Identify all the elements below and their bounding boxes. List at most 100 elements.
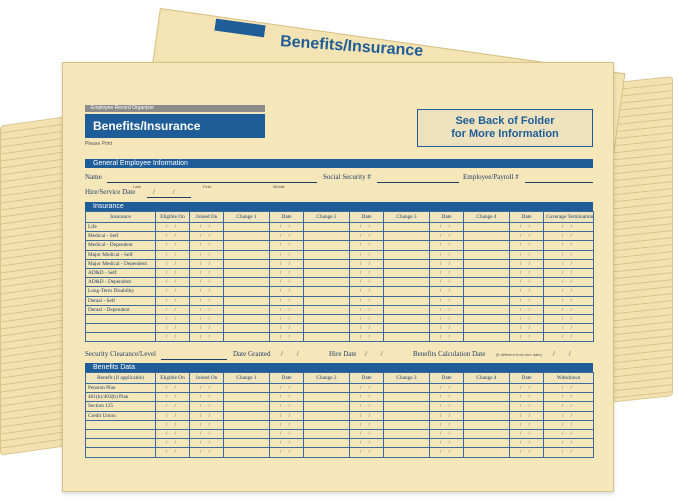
date-cell[interactable]: / / — [509, 438, 544, 449]
date-cell[interactable]: / / — [509, 277, 544, 288]
date-cell[interactable]: / / — [349, 392, 384, 403]
date-cell[interactable]: / / — [429, 313, 464, 325]
date-cell[interactable]: / / — [269, 401, 304, 412]
date-cell[interactable]: / / — [155, 428, 190, 440]
date-cell[interactable]: / / — [349, 258, 384, 269]
entry-cell[interactable] — [463, 392, 510, 403]
date-cell[interactable]: / / — [189, 249, 224, 260]
entry-cell[interactable] — [383, 382, 430, 394]
row-label[interactable]: Credit Union — [85, 410, 156, 421]
date-cell[interactable]: / / — [349, 419, 384, 430]
date-cell[interactable]: / / — [509, 249, 544, 260]
entry-cell[interactable] — [223, 428, 270, 440]
date-cell[interactable]: / / — [155, 267, 190, 279]
date-cell[interactable]: / / — [543, 428, 594, 440]
date-cell[interactable]: / / — [189, 304, 224, 315]
date-cell[interactable]: / / — [349, 428, 384, 440]
entry-cell[interactable] — [383, 277, 430, 288]
row-label[interactable] — [85, 428, 156, 440]
date-cell[interactable]: / / — [269, 419, 304, 430]
row-label[interactable]: Long-Term Disability — [85, 286, 156, 297]
date-cell[interactable]: / / — [155, 332, 190, 343]
date-cell[interactable]: / / — [189, 295, 224, 306]
entry-cell[interactable] — [383, 258, 430, 269]
date-cell[interactable]: / / — [543, 323, 594, 334]
entry-cell[interactable] — [383, 332, 430, 343]
date-cell[interactable]: / / — [543, 258, 594, 269]
date-cell[interactable]: / / — [349, 313, 384, 325]
entry-cell[interactable] — [223, 277, 270, 288]
entry-cell[interactable] — [303, 419, 350, 430]
date-cell[interactable]: / / — [543, 313, 594, 325]
entry-cell[interactable] — [383, 221, 430, 233]
date-cell[interactable]: / / — [429, 231, 464, 242]
entry-cell[interactable] — [223, 438, 270, 449]
date-cell[interactable]: / / — [269, 249, 304, 260]
date-cell[interactable]: / / — [509, 428, 544, 440]
entry-cell[interactable] — [383, 313, 430, 325]
date-cell[interactable]: / / — [429, 382, 464, 394]
date-cell[interactable]: / / — [509, 401, 544, 412]
date-cell[interactable]: / / — [429, 304, 464, 315]
date-cell[interactable]: / / — [155, 382, 190, 394]
entry-cell[interactable] — [383, 419, 430, 430]
date-cell[interactable]: / / — [543, 401, 594, 412]
entry-cell[interactable] — [463, 304, 510, 315]
date-cell[interactable]: / / — [269, 447, 304, 458]
row-label[interactable]: Section 125 — [85, 401, 156, 412]
entry-cell[interactable] — [303, 382, 350, 394]
entry-cell[interactable] — [383, 286, 430, 297]
entry-cell[interactable] — [463, 286, 510, 297]
date-cell[interactable]: / / — [269, 392, 304, 403]
entry-cell[interactable] — [463, 277, 510, 288]
date-cell[interactable]: / / — [189, 447, 224, 458]
date-cell[interactable]: / / — [155, 295, 190, 306]
entry-cell[interactable] — [303, 231, 350, 242]
date-cell[interactable]: / / — [189, 221, 224, 233]
date-cell[interactable]: / / — [429, 332, 464, 343]
date-cell[interactable]: / / — [429, 323, 464, 334]
date-cell[interactable]: / / — [189, 382, 224, 394]
date-cell[interactable]: / / — [269, 382, 304, 394]
entry-cell[interactable] — [383, 249, 430, 260]
entry-cell[interactable] — [463, 221, 510, 233]
entry-cell[interactable] — [303, 392, 350, 403]
entry-cell[interactable] — [303, 295, 350, 306]
entry-cell[interactable] — [463, 323, 510, 334]
date-cell[interactable]: / / — [269, 304, 304, 315]
entry-cell[interactable] — [383, 240, 430, 251]
date-cell[interactable]: / / — [269, 332, 304, 343]
date-cell[interactable]: / / — [429, 428, 464, 440]
date-cell[interactable]: / / — [269, 221, 304, 233]
entry-cell[interactable] — [463, 258, 510, 269]
date-cell[interactable]: / / — [429, 258, 464, 269]
date-cell[interactable]: / / — [155, 231, 190, 242]
date-cell[interactable]: / / — [543, 438, 594, 449]
entry-cell[interactable] — [223, 240, 270, 251]
date-cell[interactable]: / / — [509, 286, 544, 297]
entry-cell[interactable] — [223, 419, 270, 430]
date-cell[interactable]: / / — [543, 410, 594, 421]
entry-cell[interactable] — [223, 304, 270, 315]
row-label[interactable] — [85, 332, 156, 343]
date-cell[interactable]: / / — [509, 410, 544, 421]
entry-cell[interactable] — [383, 428, 430, 440]
entry-cell[interactable] — [463, 231, 510, 242]
date-cell[interactable]: / / — [509, 258, 544, 269]
entry-cell[interactable] — [303, 332, 350, 343]
entry-cell[interactable] — [383, 304, 430, 315]
entry-cell[interactable] — [303, 438, 350, 449]
row-label[interactable] — [85, 313, 156, 325]
entry-cell[interactable] — [383, 267, 430, 279]
date-cell[interactable]: / / — [189, 419, 224, 430]
date-cell[interactable]: / / — [543, 277, 594, 288]
date-cell[interactable]: / / — [429, 240, 464, 251]
entry-cell[interactable] — [223, 447, 270, 458]
date-cell[interactable]: / / — [543, 221, 594, 233]
date-cell[interactable]: / / — [155, 277, 190, 288]
row-label[interactable]: Medical - Self — [85, 231, 156, 242]
date-cell[interactable]: / / — [189, 240, 224, 251]
entry-cell[interactable] — [303, 249, 350, 260]
entry-cell[interactable] — [383, 323, 430, 334]
row-label[interactable]: Major Medical - Dependent — [85, 258, 156, 269]
